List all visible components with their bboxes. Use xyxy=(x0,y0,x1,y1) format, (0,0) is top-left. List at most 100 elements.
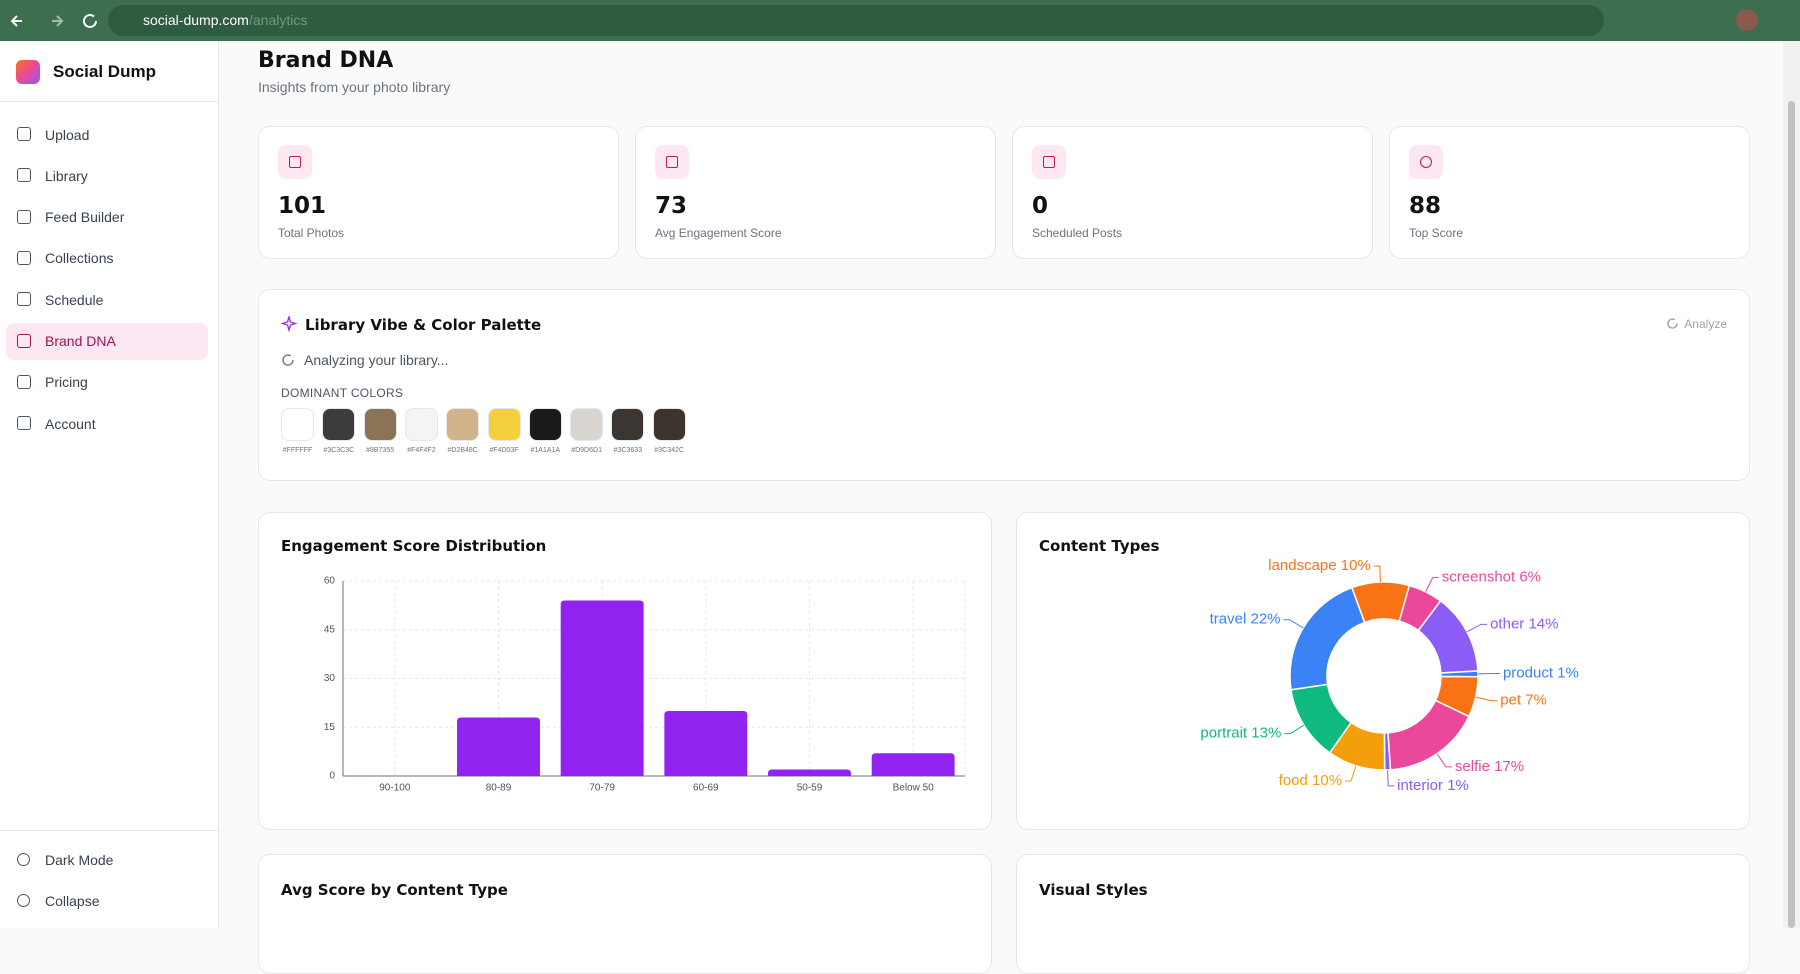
footer-item[interactable]: Collapse xyxy=(6,882,208,919)
swatch[interactable] xyxy=(446,408,479,441)
x-tick-label: Below 50 xyxy=(893,783,935,794)
swatch-label: #1A1A1A xyxy=(525,447,566,454)
swatch-label: #F4F4F2 xyxy=(401,447,442,454)
stat-label: Avg Engagement Score xyxy=(655,226,782,240)
stat-icon xyxy=(1032,145,1066,179)
nav-label: Feed Builder xyxy=(45,209,124,225)
analyze-label: Analyze xyxy=(1684,317,1727,331)
pie-chart: landscape 10%screenshot 6%other 14%produ… xyxy=(1017,513,1751,831)
nav-icon xyxy=(17,334,31,348)
icon-glyph xyxy=(289,156,301,168)
swatch[interactable] xyxy=(653,408,686,441)
slice-label: other 14% xyxy=(1490,615,1558,632)
scroll-thumb[interactable] xyxy=(1788,101,1795,928)
swatch[interactable] xyxy=(488,408,521,441)
bar xyxy=(561,601,644,777)
slice-label: landscape 10% xyxy=(1268,557,1371,574)
swatch-label: #3C3C3C xyxy=(318,447,359,454)
slice-label: product 1% xyxy=(1503,664,1579,681)
nav-item[interactable]: Feed Builder xyxy=(6,199,208,236)
swatch-label: #D9D6D1 xyxy=(566,447,607,454)
palette-heading: DOMINANT COLORS xyxy=(281,386,403,400)
spinner xyxy=(281,353,295,367)
card-title: Avg Score by Content Type xyxy=(281,881,508,899)
lower-card: Avg Score by Content Type xyxy=(258,854,992,974)
x-tick-label: 70-79 xyxy=(589,783,615,794)
nav-label: Account xyxy=(45,416,96,432)
y-tick-label: 60 xyxy=(324,576,336,587)
url-path: /analytics xyxy=(249,12,307,28)
profile-avatar[interactable] xyxy=(1736,9,1758,31)
swatch[interactable] xyxy=(570,408,603,441)
page-subtitle: Insights from your photo library xyxy=(258,79,450,95)
address-bar[interactable]: social-dump.com /analytics xyxy=(108,5,1604,36)
nav-item[interactable]: Collections xyxy=(6,240,208,277)
stat-value: 101 xyxy=(278,193,326,219)
footer-icon xyxy=(17,853,30,866)
browser-nav xyxy=(8,8,98,34)
swatch[interactable] xyxy=(281,408,314,441)
footer-item[interactable]: Dark Mode xyxy=(6,841,208,878)
leader-line xyxy=(1345,766,1356,781)
status: Analyzing your library... xyxy=(304,352,448,368)
logo xyxy=(16,60,40,84)
nav-item[interactable]: Upload xyxy=(6,116,208,153)
icon-glyph xyxy=(666,156,678,168)
nav-icon xyxy=(17,251,31,265)
palette-title: Library Vibe & Color Palette xyxy=(305,316,541,334)
bar xyxy=(664,711,747,776)
swatch-label: #3C3633 xyxy=(607,447,648,454)
x-tick-label: 80-89 xyxy=(486,783,512,794)
x-tick-label: 90-100 xyxy=(379,783,411,794)
swatch-label: #FFFFFF xyxy=(277,447,318,454)
swatch[interactable] xyxy=(405,408,438,441)
stat-icon xyxy=(1409,145,1443,179)
stat-icon xyxy=(655,145,689,179)
leader-line xyxy=(1388,770,1395,786)
swatch[interactable] xyxy=(364,408,397,441)
brand: Social Dump xyxy=(53,62,156,82)
browser-bar: social-dump.com /analytics xyxy=(0,0,1800,41)
bar xyxy=(768,770,851,777)
nav-icon xyxy=(17,168,31,182)
nav-item[interactable]: Library xyxy=(6,157,208,194)
swatch[interactable] xyxy=(322,408,355,441)
leader-line xyxy=(1467,624,1487,632)
page: social-dump.com /analytics Social Dump U… xyxy=(0,0,1800,928)
analyze-button[interactable]: Analyze xyxy=(1666,317,1727,331)
nav-icon xyxy=(17,127,31,141)
divider xyxy=(0,101,219,102)
scrollbar[interactable] xyxy=(1783,41,1800,928)
nav-label: Brand DNA xyxy=(45,333,116,349)
stat-label: Scheduled Posts xyxy=(1032,226,1122,240)
bar xyxy=(457,718,540,777)
swatch[interactable] xyxy=(611,408,644,441)
leader-line xyxy=(1426,577,1439,591)
y-tick-label: 0 xyxy=(329,771,335,782)
x-tick-label: 60-69 xyxy=(693,783,719,794)
stat-label: Total Photos xyxy=(278,226,344,240)
swatch[interactable] xyxy=(529,408,562,441)
nav-icon xyxy=(17,210,31,224)
nav-item[interactable]: Brand DNA xyxy=(6,323,208,360)
nav-icon xyxy=(17,416,31,430)
stat-value: 88 xyxy=(1409,193,1441,219)
sparkle-icon xyxy=(281,316,297,332)
stat-card: 101 Total Photos xyxy=(258,126,619,259)
x-tick-label: 50-59 xyxy=(797,783,823,794)
nav-item[interactable]: Pricing xyxy=(6,364,208,401)
stat-value: 73 xyxy=(655,193,687,219)
nav-item[interactable]: Schedule xyxy=(6,281,208,318)
pie-slice xyxy=(1290,588,1365,690)
bar xyxy=(872,753,955,776)
divider xyxy=(0,830,219,831)
card-title: Visual Styles xyxy=(1039,881,1148,899)
page-title: Brand DNA xyxy=(258,48,393,73)
slice-label: portrait 13% xyxy=(1200,725,1281,742)
slice-label: pet 7% xyxy=(1500,692,1547,709)
nav-label: Upload xyxy=(45,127,89,143)
stat-icon xyxy=(278,145,312,179)
slice-label: selfie 17% xyxy=(1455,758,1524,775)
swatch-label: #3C342C xyxy=(649,447,690,454)
nav-item[interactable]: Account xyxy=(6,405,208,442)
